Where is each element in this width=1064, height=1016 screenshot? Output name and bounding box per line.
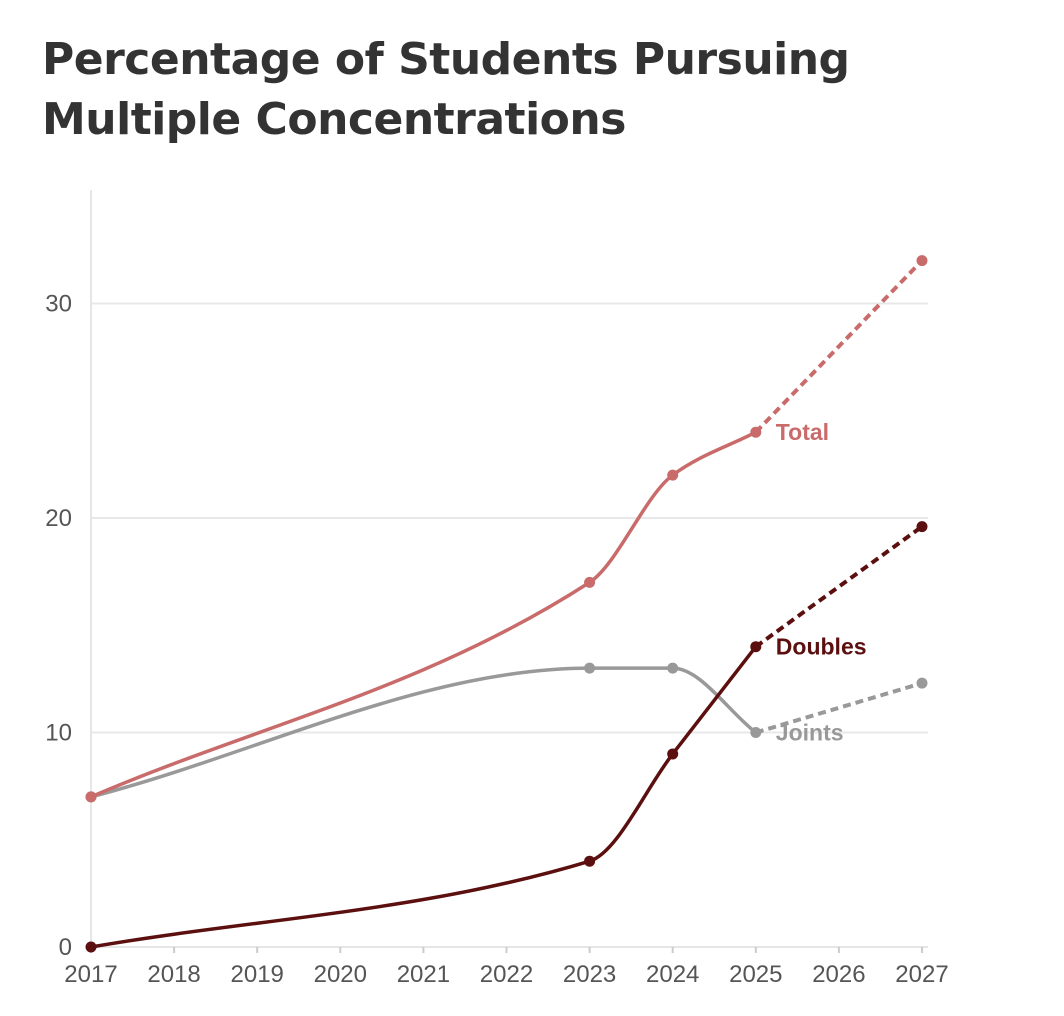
data-point-doubles-2025 <box>750 641 762 653</box>
x-tick-label-2023: 2023 <box>563 961 616 988</box>
data-point-doubles-2023 <box>584 855 596 867</box>
x-tick-label-2020: 2020 <box>314 961 367 988</box>
data-point-joints-projected-2027 <box>916 677 928 689</box>
data-point-joints-2023 <box>584 662 596 674</box>
y-tick-label-10: 10 <box>45 720 72 747</box>
x-tick-label-2022: 2022 <box>480 961 533 988</box>
data-point-doubles-projected-2027 <box>916 521 928 533</box>
y-tick-label-30: 30 <box>45 291 72 318</box>
x-tick-label-2024: 2024 <box>646 961 699 988</box>
data-point-total-2024 <box>667 469 679 481</box>
x-tick-label-2027: 2027 <box>895 961 948 988</box>
series-label-total: Total <box>776 419 829 445</box>
data-point-total-2023 <box>584 576 596 588</box>
data-point-total-2017 <box>85 791 97 803</box>
data-point-total-2025 <box>750 426 762 438</box>
x-tick-label-2019: 2019 <box>231 961 284 988</box>
y-tick-label-0: 0 <box>59 934 72 961</box>
series-label-joints: Joints <box>776 720 844 746</box>
series-projection-total <box>754 259 924 434</box>
series-projection-joints <box>755 681 923 735</box>
chart-title: Percentage of Students Pursuing Multiple… <box>42 34 850 145</box>
data-point-joints-2025 <box>750 727 762 738</box>
series-projection-doubles <box>754 524 924 649</box>
x-tick-label-2018: 2018 <box>147 961 200 988</box>
x-tick-label-2021: 2021 <box>397 961 450 988</box>
x-tick-label-2017: 2017 <box>64 961 117 988</box>
data-point-total-projected-2027 <box>916 255 928 267</box>
data-point-doubles-2024 <box>667 748 679 760</box>
data-point-joints-2024 <box>667 662 679 674</box>
data-point-doubles-2017 <box>85 941 97 953</box>
y-tick-label-20: 20 <box>45 505 72 532</box>
series-label-doubles: Doubles <box>776 634 867 660</box>
series-line-total <box>89 430 758 799</box>
x-tick-label-2025: 2025 <box>729 961 782 988</box>
x-tick-label-2026: 2026 <box>812 961 865 988</box>
